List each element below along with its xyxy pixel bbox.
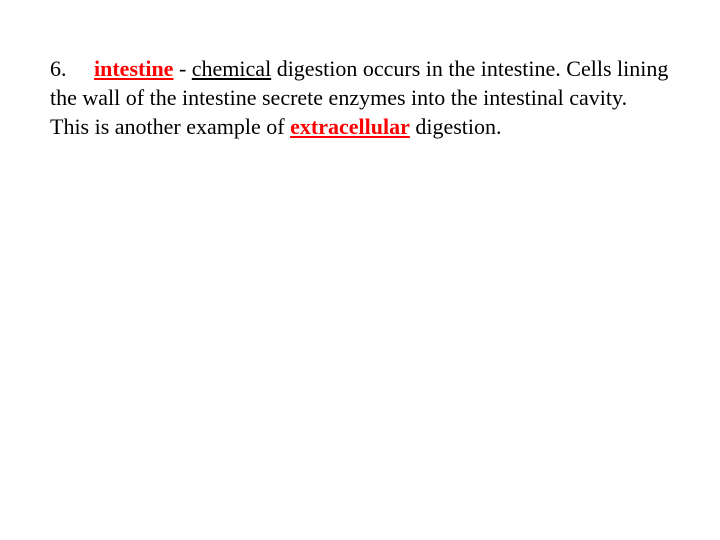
keyword-intestine: intestine [94, 56, 173, 81]
dash-sep: - [173, 56, 191, 81]
item-number: 6. [50, 54, 94, 83]
body-text-tail: digestion. [410, 114, 502, 139]
list-item-6: 6.intestine - chemical digestion occurs … [50, 54, 670, 141]
keyword-chemical: chemical [192, 56, 271, 81]
slide-page: 6.intestine - chemical digestion occurs … [0, 0, 720, 141]
keyword-extracellular: extracellular [290, 114, 410, 139]
